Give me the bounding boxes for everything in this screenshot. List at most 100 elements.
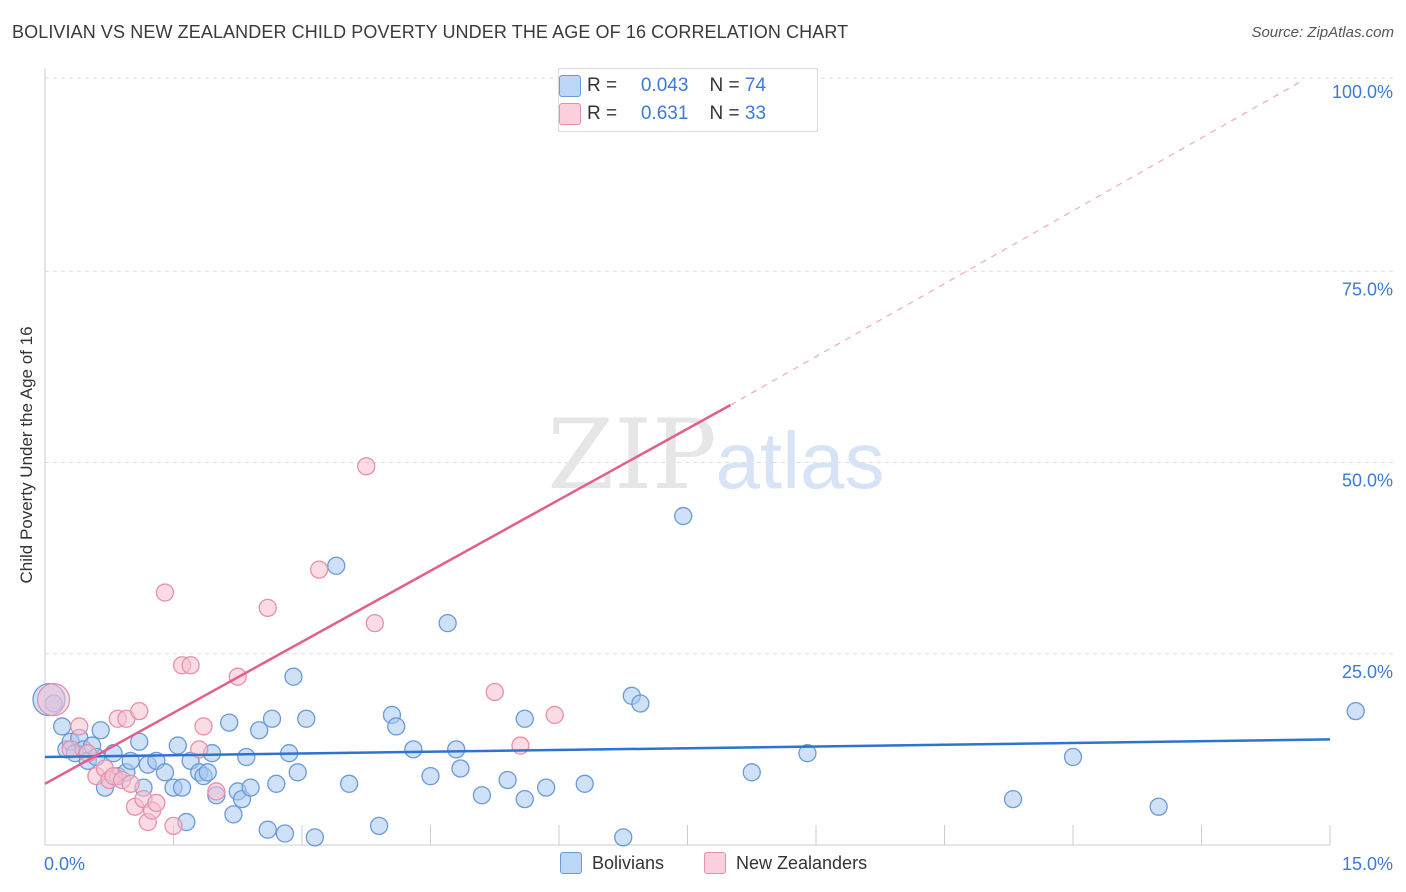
source-credit: Source: ZipAtlas.com xyxy=(1251,24,1394,41)
r-value: 0.631 xyxy=(640,103,689,124)
bolivians-point xyxy=(52,717,72,736)
r-label: R = xyxy=(587,75,618,96)
bolivians-legend-swatch xyxy=(560,852,582,874)
new-zealanders-legend-swatch xyxy=(704,852,726,874)
bolivians-point xyxy=(168,736,187,755)
n-value: 33 xyxy=(744,103,767,124)
bolivians-point xyxy=(258,820,277,839)
watermark-zip: ZIP xyxy=(547,399,716,511)
bolivians-point xyxy=(297,709,316,728)
new-zealanders-point xyxy=(485,682,504,702)
bolivians-point xyxy=(1346,701,1365,721)
bolivians-point xyxy=(369,816,389,836)
new-zealanders-point xyxy=(164,816,183,836)
n-label: N = xyxy=(709,103,740,124)
bolivians-point xyxy=(237,747,256,767)
chart-title: BOLIVIAN VS NEW ZEALANDER CHILD POVERTY … xyxy=(12,22,849,42)
new-zealanders-point xyxy=(194,717,213,736)
bolivians-point xyxy=(91,721,110,740)
bolivians-point xyxy=(130,732,149,751)
bolivians-swatch xyxy=(559,75,581,97)
bolivians-point xyxy=(438,614,457,633)
new-zealanders-point xyxy=(365,614,384,633)
new-zealanders-point xyxy=(545,705,564,725)
bolivians-point xyxy=(1149,797,1168,816)
bolivians-point xyxy=(614,828,633,847)
new-zealanders-point xyxy=(61,740,80,759)
bolivians-point xyxy=(284,667,303,686)
bolivians-point xyxy=(447,740,466,759)
bolivians-point xyxy=(742,763,761,782)
x-tick-label: 0.0% xyxy=(44,854,85,874)
legend-row-new-zealanders: R = 0.631 N = 33 xyxy=(559,101,767,127)
watermark: ZIP atlas xyxy=(547,399,884,511)
legend-item-bolivians[interactable]: Bolivians xyxy=(560,852,664,874)
legend-item-new-zealanders[interactable]: New Zealanders xyxy=(704,852,867,874)
r-value: 0.043 xyxy=(640,75,689,96)
bolivians-point xyxy=(262,709,282,728)
bolivians-point xyxy=(404,740,423,759)
bolivians-point xyxy=(387,717,406,736)
bolivians-point xyxy=(241,778,260,797)
bolivians-point xyxy=(674,506,693,526)
legend-row-bolivians: R = 0.043 N = 74 xyxy=(559,73,767,99)
r-label: R = xyxy=(587,103,618,124)
series-legend: Bolivians New Zealanders xyxy=(0,852,1406,878)
new-zealanders-point xyxy=(357,457,376,476)
bolivians-point xyxy=(515,789,534,809)
regression-lines xyxy=(44,81,1331,785)
bolivians-point xyxy=(305,828,325,847)
bolivians-point xyxy=(421,767,440,786)
bolivians-point xyxy=(250,721,269,740)
bolivians-point xyxy=(798,744,817,763)
grid xyxy=(45,77,1395,655)
x-tick-label: 15.0% xyxy=(1342,854,1393,874)
bolivians-point xyxy=(267,774,286,793)
new-zealanders-point xyxy=(147,793,166,813)
bolivians-point xyxy=(472,786,492,805)
bolivians-point xyxy=(515,709,534,728)
new-zealanders-point xyxy=(181,656,200,675)
bolivians-point xyxy=(1003,789,1023,809)
new-zealanders-point xyxy=(36,683,71,717)
bolivians-point xyxy=(631,694,650,713)
new-zealanders-point xyxy=(130,701,149,721)
new-zealanders-point xyxy=(309,560,329,579)
y-tick-label: 50.0% xyxy=(1342,471,1393,491)
correlation-legend: R = 0.043 N = 74 R = 0.631 N = 33 xyxy=(558,68,818,132)
n-label: N = xyxy=(709,75,740,96)
bolivians-point xyxy=(288,763,307,782)
legend-label: New Zealanders xyxy=(736,852,868,873)
new-zealanders-point xyxy=(258,598,277,617)
new-zealanders-point xyxy=(207,782,226,801)
y-tick-label: 100.0% xyxy=(1332,82,1393,102)
tick-labels: 25.0% 50.0% 75.0% 100.0% 0.0% 15.0% xyxy=(44,82,1393,874)
bolivians-point xyxy=(155,763,175,782)
new-zealanders-point xyxy=(155,583,175,602)
n-value: 74 xyxy=(744,75,767,96)
bolivians-point xyxy=(339,774,359,793)
bolivians-point xyxy=(451,759,470,778)
bolivians-point xyxy=(172,778,192,797)
bolivians-point xyxy=(498,770,517,790)
bolivians-point xyxy=(198,763,217,782)
bolivians-trend-line xyxy=(44,738,1331,759)
bolivians-point xyxy=(224,805,243,824)
new-zealanders-swatch xyxy=(559,103,581,125)
watermark-atlas: atlas xyxy=(716,416,885,505)
y-tick-label: 75.0% xyxy=(1342,279,1393,299)
data-points xyxy=(32,70,1365,847)
new-zealanders-point xyxy=(121,774,140,793)
bolivians-point xyxy=(575,774,594,793)
new-zealanders-point xyxy=(70,717,89,736)
bolivians-point xyxy=(220,713,239,732)
bolivians-point xyxy=(327,556,346,575)
new-zealanders-trend-extension xyxy=(730,81,1301,406)
new-zealanders-trend-line xyxy=(44,404,731,785)
legend-label: Bolivians xyxy=(592,852,665,873)
bolivians-point xyxy=(275,824,295,843)
bolivians-point xyxy=(1063,747,1083,767)
y-tick-label: 25.0% xyxy=(1342,662,1393,682)
bolivians-point xyxy=(537,778,556,797)
